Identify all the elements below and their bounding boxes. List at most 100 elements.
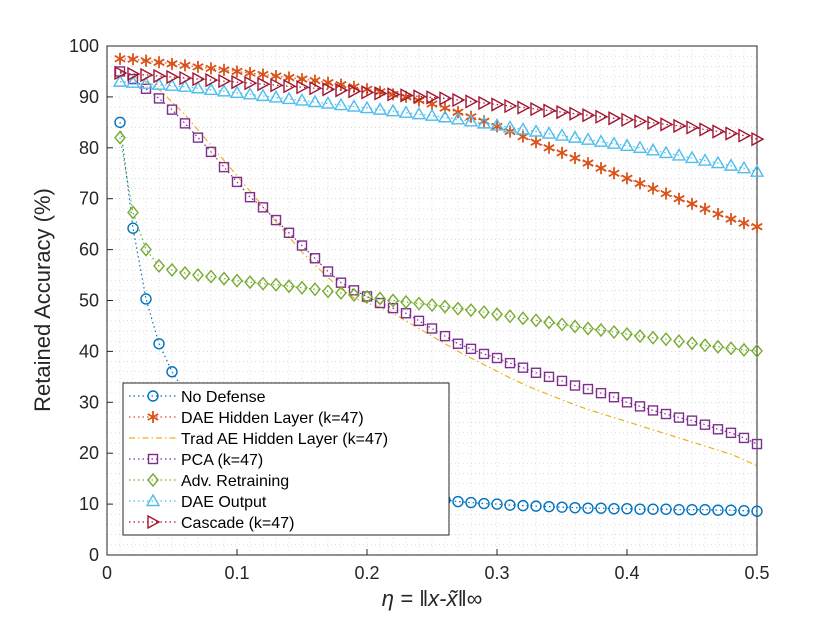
- data-point-triangle-right: [673, 118, 687, 134]
- data-point-diamond: [673, 334, 685, 349]
- data-point-asterisk: [257, 68, 269, 81]
- data-point-diamond: [439, 299, 451, 314]
- data-point-triangle-right: [504, 98, 518, 114]
- data-point-triangle-right: [699, 122, 713, 137]
- data-point-asterisk: [147, 411, 159, 423]
- data-point-asterisk: [140, 54, 152, 67]
- data-point-diamond: [166, 262, 178, 278]
- data-point-triangle-up: [281, 91, 297, 105]
- data-point-triangle-right: [166, 69, 180, 85]
- data-point-circle: [452, 495, 464, 508]
- legend-item: DAE Hidden Layer (k=47): [129, 410, 364, 427]
- data-point-circle: [147, 390, 159, 402]
- data-point-asterisk: [153, 56, 165, 69]
- data-point-square: [647, 405, 659, 416]
- data-point-diamond: [751, 343, 763, 358]
- data-point-asterisk: [400, 90, 412, 103]
- data-point-square: [686, 415, 698, 426]
- data-point-triangle-right: [179, 70, 193, 86]
- data-point-square: [478, 348, 490, 360]
- data-point-triangle-up: [145, 493, 161, 507]
- data-point-square: [192, 132, 204, 143]
- data-point-triangle-up: [671, 148, 687, 161]
- y-tick-label: 30: [79, 392, 99, 412]
- data-point-diamond: [504, 309, 516, 324]
- data-point-circle: [530, 500, 542, 512]
- data-point-triangle-right: [478, 95, 492, 111]
- data-point-triangle-right: [738, 128, 752, 143]
- data-point-diamond: [218, 271, 230, 286]
- data-point-circle: [660, 503, 672, 515]
- data-point-asterisk: [218, 63, 230, 76]
- data-point-triangle-right: [153, 68, 167, 84]
- data-point-asterisk: [608, 167, 620, 180]
- data-point-diamond: [517, 311, 529, 326]
- data-point-triangle-up: [177, 79, 193, 92]
- data-point-triangle-up: [411, 106, 427, 120]
- data-point-square: [231, 176, 243, 188]
- data-point-square: [738, 432, 750, 444]
- data-point-circle: [686, 503, 698, 516]
- data-point-triangle-up: [359, 100, 375, 114]
- data-point-asterisk: [582, 157, 594, 170]
- data-point-circle: [725, 504, 737, 516]
- data-point-diamond: [231, 273, 243, 288]
- data-point-triangle-up: [658, 145, 674, 159]
- x-tick-label: 0: [102, 563, 112, 583]
- data-point-triangle-right: [283, 79, 297, 94]
- data-point-triangle-up: [515, 122, 531, 135]
- data-point-square: [218, 161, 230, 173]
- data-point-circle: [543, 500, 555, 513]
- data-point-diamond: [374, 291, 386, 306]
- data-point-diamond: [270, 277, 282, 292]
- y-tick-label: 50: [79, 291, 99, 311]
- data-point-asterisk: [647, 182, 659, 195]
- data-point-triangle-up: [112, 74, 128, 87]
- legend-label: Cascade (k=47): [181, 515, 294, 532]
- series-dae-output: [112, 74, 765, 177]
- data-point-triangle-up: [424, 108, 440, 121]
- legend-label: DAE Hidden Layer (k=47): [181, 410, 364, 427]
- data-point-triangle-right: [361, 85, 375, 100]
- data-point-triangle-right: [712, 124, 726, 139]
- data-point-triangle-up: [437, 109, 453, 123]
- data-point-circle: [153, 338, 165, 350]
- data-point-triangle-right: [127, 66, 141, 82]
- data-point-triangle-right: [309, 81, 323, 96]
- data-point-asterisk: [751, 220, 763, 233]
- data-point-asterisk: [296, 73, 308, 86]
- data-point-triangle-right: [114, 65, 128, 81]
- series-line: [119, 58, 758, 228]
- legend-label: No Defense: [181, 389, 266, 406]
- data-point-diamond: [127, 205, 139, 220]
- data-point-asterisk: [517, 130, 529, 143]
- data-point-diamond: [426, 297, 438, 313]
- data-point-triangle-up: [489, 117, 505, 131]
- data-point-triangle-right: [400, 88, 414, 103]
- data-point-diamond: [413, 296, 425, 311]
- data-point-asterisk: [465, 110, 477, 123]
- data-point-circle: [166, 366, 178, 378]
- data-point-diamond: [283, 279, 295, 294]
- data-point-triangle-right: [556, 104, 570, 120]
- data-point-triangle-up: [372, 102, 388, 115]
- data-point-square: [452, 338, 464, 349]
- data-point-triangle-right: [192, 71, 206, 87]
- data-point-square: [699, 419, 711, 430]
- data-point-square: [595, 387, 607, 399]
- ticks: 0 0.1 0.2 0.3 0.4 0.5 0 10 20 30 40 50 60 70 80 90 100: [69, 36, 770, 583]
- data-point-circle: [582, 502, 594, 514]
- data-point-diamond: [244, 275, 256, 290]
- data-point-triangle-right: [582, 108, 596, 123]
- data-point-diamond: [153, 258, 165, 273]
- data-point-triangle-up: [593, 134, 609, 147]
- data-point-asterisk: [595, 162, 607, 175]
- data-point-square: [530, 367, 542, 378]
- data-point-triangle-right: [686, 120, 700, 135]
- data-point-square: [491, 352, 503, 364]
- data-point-diamond: [530, 313, 542, 328]
- data-point-diamond: [712, 339, 724, 354]
- x-tick-label: 0.5: [744, 563, 769, 583]
- y-tick-label: 90: [79, 87, 99, 107]
- data-point-triangle-up: [294, 93, 310, 106]
